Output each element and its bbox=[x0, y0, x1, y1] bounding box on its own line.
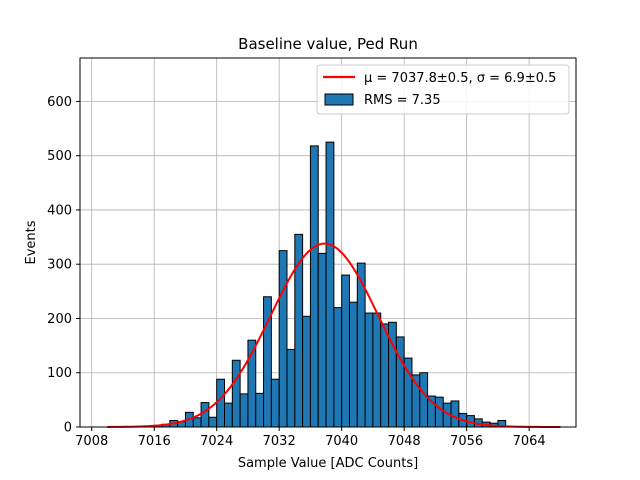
x-tick-label: 7016 bbox=[138, 434, 171, 449]
legend-hist-label: RMS = 7.35 bbox=[364, 93, 441, 108]
x-tick-label: 7024 bbox=[200, 434, 233, 449]
histogram-bar bbox=[348, 301, 358, 428]
histogram-bar bbox=[255, 392, 265, 428]
histogram-bar bbox=[380, 323, 390, 428]
legend-fit-label: μ = 7037.8±0.5, σ = 6.9±0.5 bbox=[364, 71, 556, 86]
histogram-bar bbox=[302, 315, 311, 428]
histogram-bar bbox=[317, 252, 327, 428]
histogram-bar bbox=[231, 359, 241, 428]
y-axis-label: Events bbox=[24, 220, 39, 264]
y-tick-label: 200 bbox=[47, 312, 72, 327]
x-tick-label: 7040 bbox=[325, 434, 358, 449]
histogram-bars bbox=[153, 141, 507, 428]
histogram-bar bbox=[325, 141, 335, 428]
y-tick-label: 400 bbox=[47, 203, 72, 218]
legend-hist-swatch bbox=[324, 93, 354, 106]
histogram-bar bbox=[419, 372, 429, 428]
x-tick-label: 7064 bbox=[513, 434, 546, 449]
y-tick-label: 0 bbox=[64, 421, 72, 436]
histogram-bar bbox=[333, 307, 343, 428]
histogram-bar bbox=[216, 378, 226, 428]
histogram-bar bbox=[434, 396, 444, 428]
histogram-bar bbox=[200, 402, 210, 428]
gaussian-fit-curve bbox=[107, 242, 561, 428]
y-tick-label: 300 bbox=[47, 258, 72, 273]
histogram-bar bbox=[286, 348, 296, 428]
x-tick-label: 7008 bbox=[75, 434, 108, 449]
axis-ticks: 7008 7016 7024 7032 7040 7048 7056 7064 0 100 200 3… bbox=[47, 95, 546, 449]
histogram-bar bbox=[270, 378, 280, 428]
fit-curve-group bbox=[107, 242, 561, 428]
legend: μ = 7037.8±0.5, σ = 6.9±0.5 RMS = 7.35 bbox=[316, 64, 570, 115]
histogram-bar bbox=[239, 393, 249, 428]
histogram-bar bbox=[372, 312, 382, 428]
histogram-bar bbox=[395, 336, 405, 428]
histogram-bar bbox=[208, 416, 218, 428]
histogram-bar bbox=[364, 312, 374, 428]
histogram-bar bbox=[278, 250, 288, 428]
histogram-bar bbox=[192, 417, 202, 428]
x-tick-label: 7056 bbox=[450, 434, 483, 449]
histogram-bar bbox=[341, 274, 350, 428]
x-tick-label: 7032 bbox=[263, 434, 296, 449]
y-tick-label: 500 bbox=[47, 149, 72, 164]
y-tick-label: 100 bbox=[47, 366, 72, 381]
axes-frame bbox=[79, 57, 577, 428]
x-axis-label: Sample Value [ADC Counts] bbox=[238, 456, 418, 471]
chart-title: Baseline value, Ped Run bbox=[238, 35, 418, 53]
legend-box bbox=[316, 64, 570, 115]
histogram-bar bbox=[450, 400, 460, 428]
y-tick-label: 600 bbox=[47, 95, 72, 110]
histogram-bar bbox=[224, 402, 233, 428]
histogram-bar bbox=[309, 145, 319, 428]
x-tick-label: 7048 bbox=[388, 434, 421, 449]
